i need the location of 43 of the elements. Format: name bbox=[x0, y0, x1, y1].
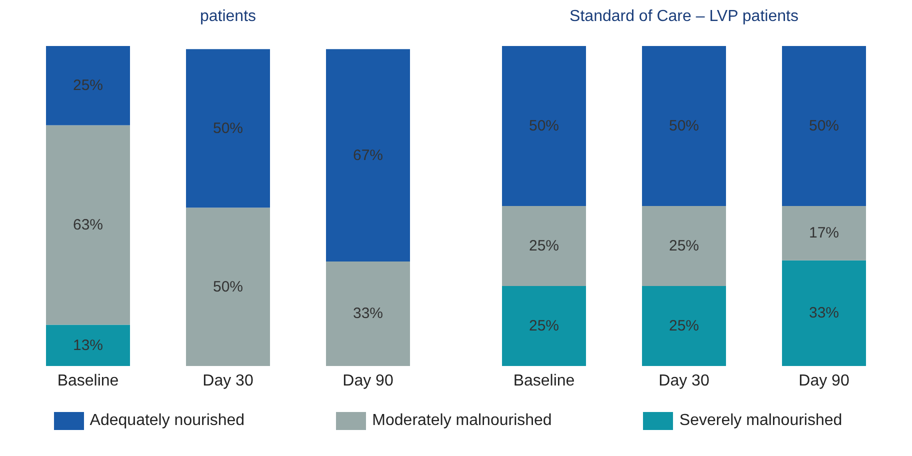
x-tick-label: Baseline bbox=[57, 372, 119, 390]
bar bbox=[642, 46, 726, 206]
bar bbox=[326, 49, 410, 262]
data-label: 63% bbox=[72, 216, 104, 234]
data-label: 33% bbox=[808, 304, 840, 322]
data-label: 50% bbox=[212, 120, 244, 137]
data-label: 67% bbox=[352, 146, 384, 164]
bar bbox=[642, 286, 726, 366]
bar bbox=[46, 125, 130, 325]
x-tick-label: Day 90 bbox=[798, 372, 850, 390]
data-label: 50% bbox=[808, 118, 840, 134]
data-label: 25% bbox=[668, 238, 700, 254]
data-label: 25% bbox=[72, 77, 104, 94]
bar bbox=[502, 286, 586, 366]
bar bbox=[642, 206, 726, 286]
legend-label: Severely malnourished bbox=[679, 412, 842, 430]
bar bbox=[782, 260, 866, 366]
data-label: 33% bbox=[352, 305, 384, 322]
bar bbox=[502, 46, 586, 206]
legend-label: Adequately nourished bbox=[90, 412, 245, 430]
data-label: 50% bbox=[528, 118, 560, 134]
chart-title: patients bbox=[198, 8, 258, 27]
data-label: 50% bbox=[212, 278, 244, 296]
bar bbox=[326, 261, 410, 366]
x-tick-label: Day 30 bbox=[658, 372, 710, 390]
bar bbox=[186, 208, 270, 366]
bar bbox=[186, 49, 270, 208]
bar bbox=[502, 206, 586, 286]
data-label: 25% bbox=[528, 238, 560, 254]
data-label: 50% bbox=[668, 118, 700, 134]
bar bbox=[782, 46, 866, 206]
data-label: 25% bbox=[528, 318, 560, 334]
bar bbox=[782, 206, 866, 260]
bar bbox=[46, 324, 130, 366]
data-label: 17% bbox=[808, 224, 840, 242]
chart-title: Standard of Care – LVP patients bbox=[568, 8, 800, 27]
legend-label: Moderately malnourished bbox=[372, 412, 552, 430]
data-label: 25% bbox=[668, 318, 700, 334]
bar bbox=[46, 46, 130, 126]
data-label: 13% bbox=[72, 336, 104, 354]
x-tick-label: Day 90 bbox=[342, 372, 394, 390]
x-tick-label: Baseline bbox=[513, 372, 575, 390]
x-tick-label: Day 30 bbox=[202, 372, 254, 390]
